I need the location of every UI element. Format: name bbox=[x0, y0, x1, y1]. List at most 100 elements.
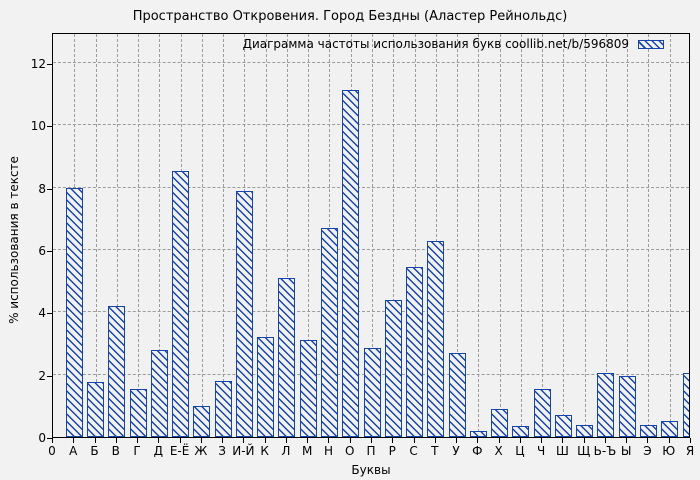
y-tick-label: 8 bbox=[38, 181, 46, 196]
vertical-gridline bbox=[95, 34, 97, 437]
vertical-gridline bbox=[520, 34, 522, 437]
bar-Ь-Ъ bbox=[597, 373, 615, 437]
horizontal-gridline bbox=[53, 249, 689, 251]
vertical-gridline bbox=[308, 34, 310, 437]
bar-Р bbox=[384, 299, 402, 437]
y-tick-mark bbox=[47, 64, 52, 66]
vertical-gridline bbox=[159, 34, 161, 437]
legend-swatch-hatched-bar-icon bbox=[638, 39, 664, 49]
x-tick-label: К bbox=[260, 444, 269, 458]
x-tick-mark bbox=[413, 438, 415, 443]
x-tick-label: Щ bbox=[577, 444, 591, 458]
vertical-gridline bbox=[138, 34, 140, 437]
y-tick-mark bbox=[47, 438, 52, 439]
x-tick-label: 0 bbox=[48, 444, 56, 458]
x-tick-mark bbox=[115, 438, 117, 443]
legend: Диаграмма частоты использования букв coo… bbox=[243, 37, 664, 51]
bar-Л bbox=[278, 278, 296, 437]
x-tick-mark bbox=[371, 438, 372, 443]
y-tick-label: 2 bbox=[38, 368, 46, 383]
x-tick-label: З bbox=[218, 444, 226, 458]
x-tick-label: Ж bbox=[194, 444, 208, 458]
vertical-gridline bbox=[286, 34, 288, 437]
x-tick-label: С bbox=[409, 444, 418, 458]
vertical-gridline bbox=[584, 34, 586, 437]
bar-В bbox=[108, 306, 126, 437]
x-tick-mark bbox=[647, 438, 649, 443]
vertical-gridline bbox=[201, 34, 203, 437]
x-tick-label: Ч bbox=[537, 444, 546, 458]
vertical-gridline bbox=[372, 34, 373, 437]
bar-К bbox=[257, 337, 275, 437]
bar-Э bbox=[639, 424, 657, 437]
x-tick-mark bbox=[626, 438, 628, 443]
bar-Ы bbox=[618, 376, 636, 437]
x-tick-label: Ц bbox=[515, 444, 525, 458]
bar-С bbox=[406, 267, 424, 437]
vertical-gridline bbox=[563, 34, 565, 437]
x-tick-mark bbox=[158, 438, 160, 443]
bar-Ю bbox=[661, 421, 679, 437]
vertical-gridline bbox=[223, 34, 225, 437]
x-tick-mark bbox=[285, 438, 287, 443]
bar-Б bbox=[87, 382, 105, 437]
x-tick-label: Ф bbox=[472, 444, 483, 458]
vertical-gridline bbox=[116, 34, 118, 437]
bar-Ш bbox=[554, 415, 572, 437]
bar-Х bbox=[491, 408, 509, 437]
x-tick-label: Х bbox=[494, 444, 503, 458]
bar-З bbox=[214, 380, 232, 437]
x-tick-mark bbox=[690, 438, 691, 443]
vertical-gridline bbox=[265, 34, 267, 437]
y-tick-label: 6 bbox=[38, 244, 46, 259]
x-tick-mark bbox=[604, 438, 606, 443]
x-tick-mark bbox=[328, 438, 330, 443]
vertical-gridline bbox=[669, 34, 671, 437]
vertical-gridline bbox=[478, 34, 480, 437]
chart-title: Пространство Откровения. Город Бездны (А… bbox=[132, 9, 568, 24]
x-tick-mark bbox=[222, 438, 224, 443]
vertical-gridline bbox=[605, 34, 607, 437]
y-tick-label: 4 bbox=[38, 306, 46, 321]
horizontal-gridline bbox=[53, 186, 689, 188]
x-tick-mark bbox=[562, 438, 564, 443]
x-tick-label: Я bbox=[685, 444, 695, 458]
bar-И-Й bbox=[235, 190, 253, 437]
y-tick-mark bbox=[47, 251, 52, 253]
vertical-gridline bbox=[457, 34, 459, 437]
legend-label: Диаграмма частоты использования букв coo… bbox=[242, 37, 629, 51]
vertical-gridline bbox=[627, 34, 629, 437]
x-tick-label: Ь-Ъ bbox=[593, 444, 617, 458]
y-tick-mark bbox=[47, 375, 52, 377]
bar-Ж bbox=[193, 405, 211, 437]
y-tick-label: 12 bbox=[30, 57, 46, 72]
x-tick-label: Г bbox=[133, 444, 141, 458]
x-tick-label: И-Й bbox=[232, 444, 255, 458]
x-tick-mark bbox=[519, 438, 521, 443]
x-tick-mark bbox=[243, 438, 245, 443]
x-tick-mark bbox=[392, 438, 394, 443]
x-tick-mark bbox=[73, 438, 75, 443]
x-tick-mark bbox=[456, 438, 458, 443]
bar-Н bbox=[320, 228, 338, 437]
x-tick-mark bbox=[668, 438, 670, 443]
y-tick-label: 10 bbox=[30, 119, 46, 134]
vertical-gridline bbox=[393, 34, 395, 437]
bar-А bbox=[65, 187, 83, 437]
bar-Ф bbox=[469, 430, 487, 437]
x-tick-mark bbox=[94, 438, 96, 443]
y-tick-mark bbox=[47, 313, 52, 315]
bar-Щ bbox=[576, 424, 594, 437]
bar-П bbox=[363, 348, 381, 437]
bar-О bbox=[342, 89, 360, 437]
x-tick-mark bbox=[137, 438, 139, 443]
y-tick-mark bbox=[47, 126, 52, 128]
bar-Ч bbox=[533, 388, 551, 437]
x-tick-mark bbox=[477, 438, 479, 443]
x-tick-label: Д bbox=[153, 444, 164, 458]
bar-Е-Ё bbox=[172, 170, 190, 437]
bar-Я bbox=[682, 373, 689, 437]
vertical-gridline bbox=[542, 34, 544, 437]
x-tick-mark bbox=[179, 438, 181, 443]
